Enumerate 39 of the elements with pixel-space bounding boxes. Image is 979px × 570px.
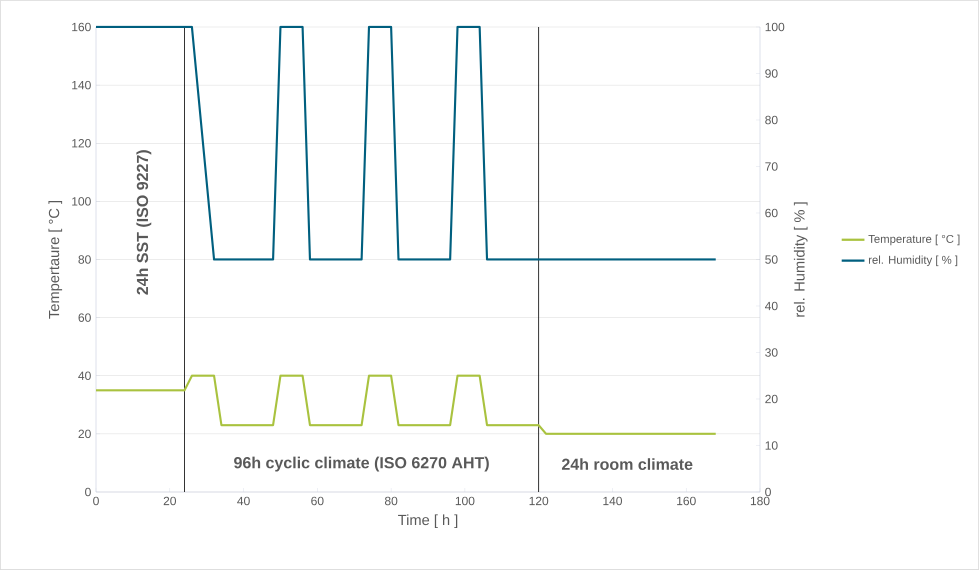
y-tick-label: 60 bbox=[78, 313, 91, 322]
y-tick-label: 20 bbox=[78, 430, 91, 438]
y2-tick-label: 30 bbox=[765, 348, 778, 357]
x-tick-label: 80 bbox=[384, 496, 398, 506]
y-tick-label: 40 bbox=[78, 371, 91, 380]
y-tick-label: 140 bbox=[72, 80, 91, 90]
y2-tick-label: 10 bbox=[766, 441, 778, 450]
y2-tick-label: 40 bbox=[764, 302, 778, 310]
y2-tick-label: 60 bbox=[765, 208, 778, 218]
x-tick-label: 0 bbox=[93, 496, 99, 506]
y-tick-label: 80 bbox=[78, 255, 91, 264]
x-tick-label: 120 bbox=[530, 496, 548, 506]
x-tick-label: 40 bbox=[237, 496, 250, 506]
y-tick-label: 160 bbox=[72, 22, 91, 32]
x-tick-label: 180 bbox=[750, 496, 770, 506]
legend-label: rel. Humidity [ % ] bbox=[868, 256, 958, 266]
x-axis-title: Time [ h ] bbox=[398, 514, 458, 528]
y2-tick-label: 0 bbox=[765, 488, 771, 496]
y2-axis-title: rel. Humidity [ % ] bbox=[794, 202, 808, 317]
line-series bbox=[94, 374, 717, 435]
x-tick-label: 60 bbox=[311, 496, 324, 506]
y2-tick-label: 20 bbox=[765, 394, 778, 404]
legend-label: Temperature [ °C ] bbox=[868, 234, 960, 246]
y-tick-label: 0 bbox=[85, 488, 91, 496]
x-tick-label: 20 bbox=[164, 496, 176, 506]
y-axis-title: Tempertaure [ °C ] bbox=[48, 200, 62, 319]
annotation: 96h cyclic climate (ISO 6270 AHT) bbox=[234, 456, 489, 472]
annotation: 24h SST (ISO 9227) bbox=[136, 150, 152, 295]
y2-tick-label: 80 bbox=[765, 116, 778, 124]
y-tick-label: 120 bbox=[72, 138, 91, 148]
x-tick-label: 140 bbox=[603, 496, 622, 506]
annotation: 24h room climate bbox=[562, 458, 692, 470]
y2-tick-label: 70 bbox=[765, 162, 778, 171]
x-tick-label: 160 bbox=[677, 496, 696, 506]
y2-tick-label: 90 bbox=[765, 69, 778, 78]
y2-tick-label: 100 bbox=[766, 22, 784, 32]
y2-tick-label: 50 bbox=[765, 255, 778, 264]
x-tick-label: 100 bbox=[456, 496, 474, 506]
y-tick-label: 100 bbox=[72, 197, 91, 206]
